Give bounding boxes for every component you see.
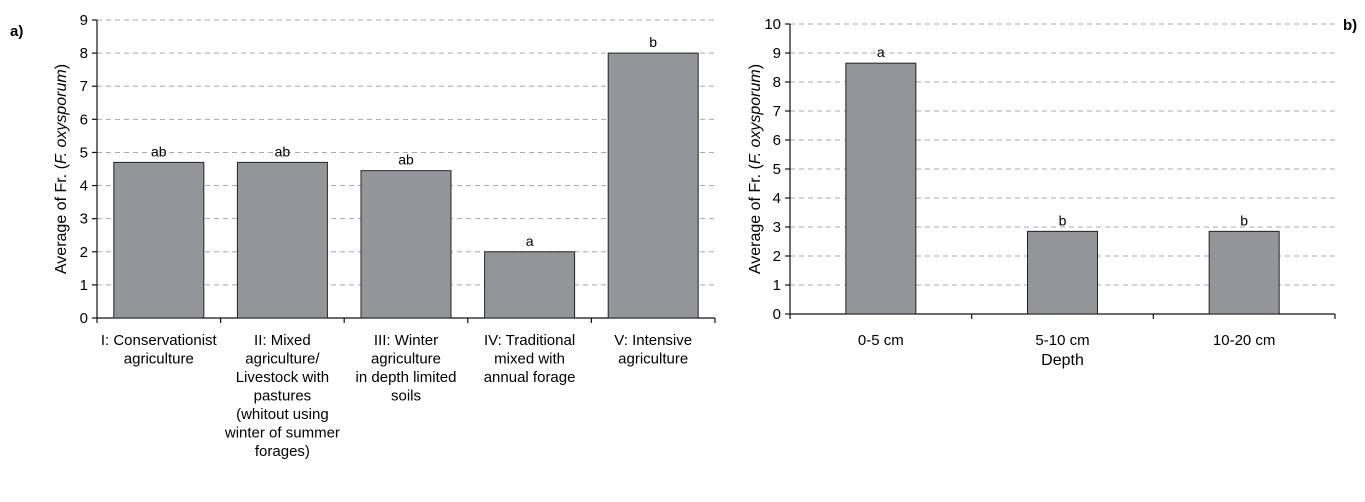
y-tick-label: 1: [80, 277, 88, 294]
bar: [846, 63, 916, 314]
category-label: III: Winter agriculture in depth limited so…: [356, 332, 457, 405]
y-axis-title: Average of Fr. (F. oxysporum): [747, 64, 764, 274]
bar: [237, 162, 327, 318]
x-axis-title: Depth: [1041, 352, 1084, 369]
category-label: 5-10 cm: [1035, 332, 1089, 349]
y-tick-label: 0: [773, 306, 781, 323]
chart-panel-b: 0 1 2 3 4 5 6 7 8 9 10 a 0-5 cm b 5-10 cm b 10-20 cm Dept…: [747, 16, 1357, 369]
y-tick-label: 4: [80, 178, 88, 195]
bar: [1209, 231, 1279, 314]
bar: [114, 162, 204, 318]
y-tick-label: 9: [773, 45, 781, 62]
bar-label: b: [1059, 212, 1067, 228]
y-tick-label: 0: [80, 310, 88, 327]
bar-label: b: [1240, 212, 1248, 228]
y-tick-label: 10: [764, 16, 781, 33]
bar-label: a: [877, 44, 885, 60]
category-label: V: Intensive agriculture: [614, 332, 692, 368]
bar: [1028, 231, 1098, 314]
y-tick-label: 9: [80, 12, 88, 29]
y-axis-title: Average of Fr. (F. oxysporum): [53, 64, 70, 274]
panel-label: b): [1343, 17, 1357, 34]
category-label: 10-20 cm: [1213, 332, 1276, 349]
category-label: 0-5 cm: [858, 332, 904, 349]
y-tick-label: 3: [773, 219, 781, 236]
y-tick-label: 6: [773, 132, 781, 149]
y-tick-label: 7: [773, 103, 781, 120]
bar: [608, 53, 698, 318]
y-tick-label: 6: [80, 111, 88, 128]
bar-label: b: [649, 34, 657, 50]
bar: [485, 252, 575, 318]
y-tick-label: 2: [773, 248, 781, 265]
y-tick-label: 3: [80, 211, 88, 228]
panel-label: a): [10, 23, 23, 40]
category-label: I: Conservationist agriculture: [101, 332, 218, 368]
bar-label: a: [526, 233, 534, 249]
y-tick-label: 7: [80, 78, 88, 95]
y-tick-label: 5: [773, 161, 781, 178]
y-tick-label: 1: [773, 277, 781, 294]
category-label: II: Mixed agriculture/Livestock with pastu…: [224, 332, 340, 460]
y-tick-label: 4: [773, 190, 781, 207]
y-tick-label: 2: [80, 244, 88, 261]
bar-label: ab: [151, 143, 167, 159]
bar-label: ab: [275, 143, 291, 159]
category-label: IV: Traditional mixed with annual forage: [484, 332, 576, 386]
bar: [361, 171, 451, 318]
y-tick-label: 8: [80, 45, 88, 62]
y-tick-label: 8: [773, 74, 781, 91]
y-tick-label: 5: [80, 144, 88, 161]
bar-label: ab: [398, 152, 414, 168]
